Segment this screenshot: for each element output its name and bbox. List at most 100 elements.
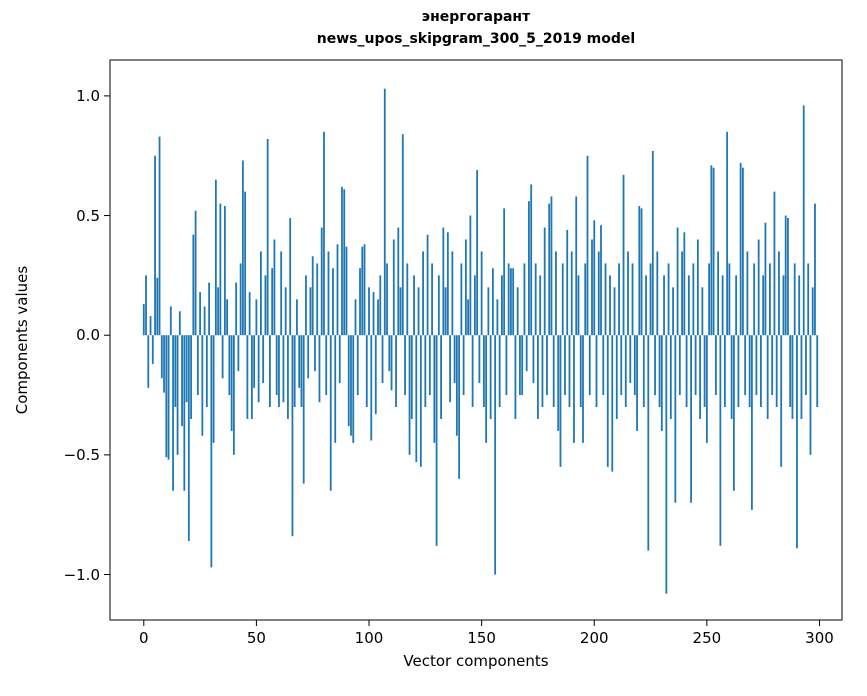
bar (528, 201, 530, 336)
bar (771, 335, 774, 396)
bar (627, 251, 629, 336)
bar (609, 275, 611, 336)
bar (575, 196, 578, 336)
bar (708, 263, 711, 336)
bar (221, 335, 224, 379)
bar (800, 335, 803, 419)
bar (223, 205, 226, 336)
bar (586, 155, 589, 336)
bar (169, 306, 172, 336)
bar (314, 335, 316, 372)
bar (604, 263, 607, 336)
bar (341, 186, 343, 336)
bar (753, 263, 756, 336)
bar (318, 335, 321, 403)
bar (451, 251, 454, 336)
bar (692, 263, 695, 336)
bar (660, 335, 663, 431)
bar (347, 335, 350, 427)
bar (658, 335, 661, 408)
bar (336, 244, 339, 336)
bar (435, 335, 438, 546)
bar (377, 299, 379, 336)
bar (212, 335, 215, 443)
bar (588, 335, 591, 396)
bar (787, 217, 789, 336)
x-tick-label: 250 (692, 629, 722, 647)
bar (780, 335, 783, 467)
bar (685, 335, 688, 408)
bar (417, 287, 420, 336)
bar (548, 203, 551, 336)
bar (172, 335, 174, 491)
bar (154, 155, 156, 336)
bar (374, 335, 377, 415)
bar (379, 275, 382, 336)
bar (232, 335, 235, 455)
bar (194, 210, 197, 336)
bar (690, 335, 692, 503)
bar (287, 335, 289, 419)
bar (503, 208, 506, 336)
bar (512, 268, 515, 336)
bar (537, 335, 539, 419)
bar (145, 275, 147, 336)
bar (455, 335, 458, 436)
bar (755, 335, 758, 396)
bar (525, 335, 528, 372)
bar (467, 299, 470, 336)
bar (773, 191, 776, 336)
bar (471, 335, 474, 408)
bar (618, 263, 620, 336)
bar (163, 335, 165, 393)
bar (300, 335, 303, 408)
bar (446, 232, 449, 336)
bar (361, 246, 364, 336)
x-tick-label: 200 (579, 629, 609, 647)
bar (665, 335, 668, 594)
bar (210, 335, 213, 568)
bar (696, 239, 699, 336)
bar (550, 196, 553, 336)
bar (498, 335, 501, 408)
bar (302, 335, 305, 484)
x-axis-label: Vector components (403, 652, 549, 670)
bar (160, 335, 163, 379)
bar (147, 335, 150, 388)
bar (523, 263, 526, 336)
bar (226, 299, 229, 336)
bar (203, 306, 206, 336)
bar (359, 268, 361, 336)
bar (178, 311, 181, 336)
bar (579, 335, 582, 408)
bar (413, 275, 415, 336)
bar (257, 335, 260, 403)
bar (325, 335, 328, 396)
bar (323, 131, 325, 336)
bar (404, 335, 406, 396)
bar (651, 150, 654, 336)
bar (386, 263, 388, 336)
bar (185, 335, 188, 403)
y-tick-label: −1.0 (63, 565, 100, 584)
bar (487, 287, 490, 336)
bar (600, 225, 602, 336)
bar (494, 335, 497, 575)
bar (642, 335, 645, 408)
bar (568, 335, 571, 408)
y-tick-label: 1.0 (76, 86, 100, 105)
bar (746, 251, 749, 336)
bar (449, 335, 451, 403)
bar (595, 335, 598, 408)
bar (645, 275, 647, 336)
bar (712, 167, 715, 336)
bar (741, 167, 744, 336)
bar (307, 335, 310, 379)
bar (350, 335, 352, 436)
x-tick-label: 100 (354, 629, 384, 647)
bar (176, 335, 179, 455)
bar (597, 251, 600, 336)
chart-title-line2: news_upos_skipgram_300_5_2019 model (316, 31, 636, 47)
bar (805, 335, 807, 396)
